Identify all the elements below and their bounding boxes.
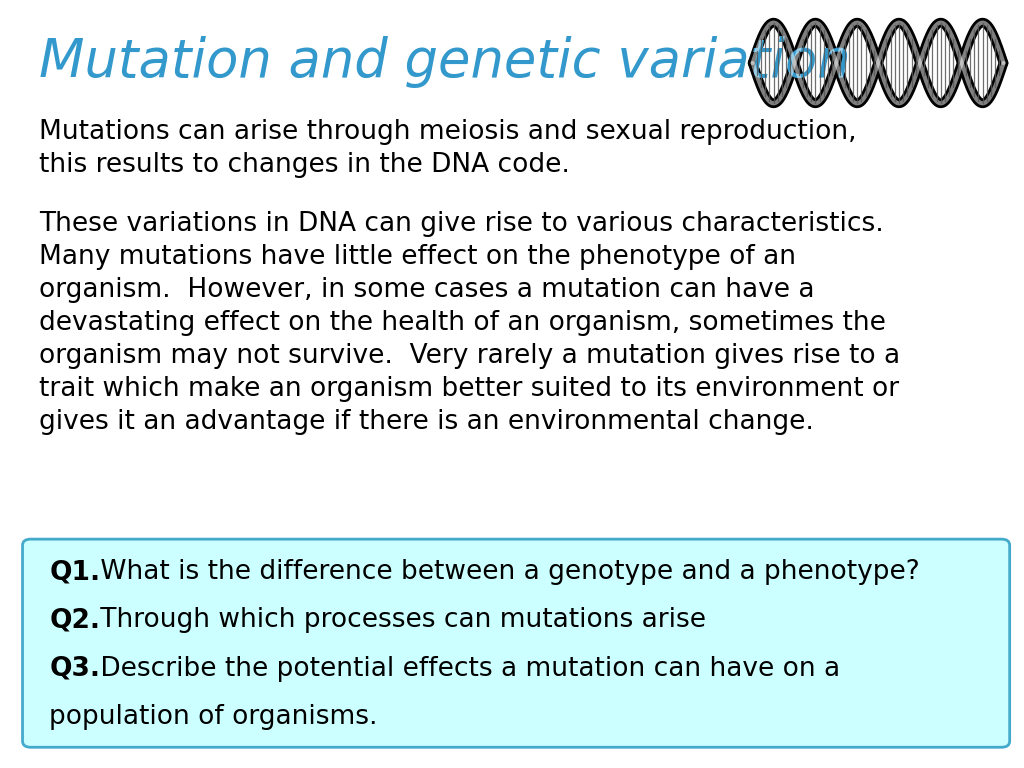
Text: Through which processes can mutations arise: Through which processes can mutations ar…: [92, 607, 707, 634]
Text: Q2.: Q2.: [49, 607, 100, 634]
Text: Mutations can arise through meiosis and sexual reproduction,
this results to cha: Mutations can arise through meiosis and …: [39, 119, 856, 178]
Text: What is the difference between a genotype and a phenotype?: What is the difference between a genotyp…: [92, 559, 920, 585]
Text: Q3.: Q3.: [49, 656, 100, 682]
FancyBboxPatch shape: [23, 539, 1010, 747]
Text: These variations in DNA can give rise to various characteristics.
Many mutations: These variations in DNA can give rise to…: [39, 211, 900, 435]
Text: Describe the potential effects a mutation can have on a: Describe the potential effects a mutatio…: [92, 656, 841, 682]
Text: population of organisms.: population of organisms.: [49, 704, 378, 730]
Text: Q1.: Q1.: [49, 559, 100, 585]
Text: Mutation and genetic variation: Mutation and genetic variation: [39, 36, 851, 88]
